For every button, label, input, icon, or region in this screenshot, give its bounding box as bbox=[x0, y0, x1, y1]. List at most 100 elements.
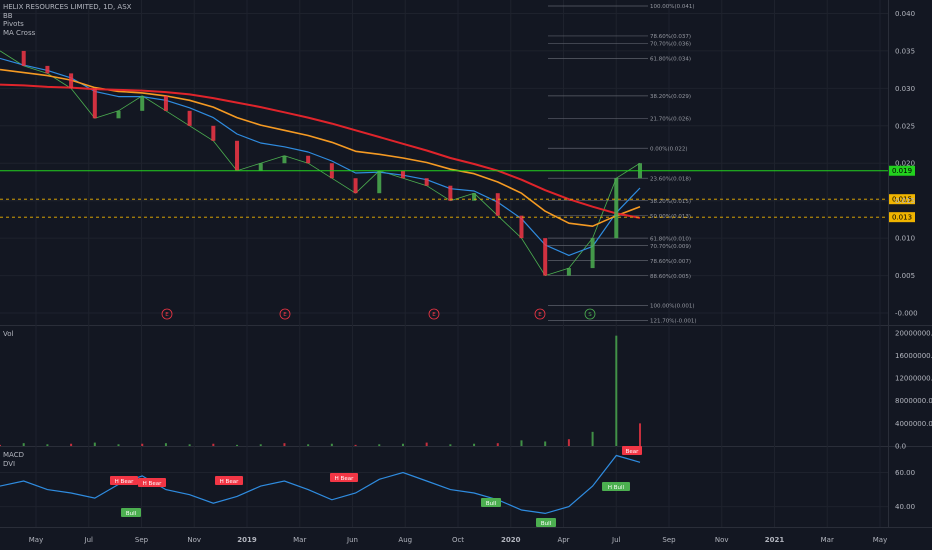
price-tick-label: -0.000 bbox=[895, 310, 918, 318]
divergence-badge bbox=[121, 508, 141, 517]
price-tick-label: 0.020 bbox=[895, 160, 915, 168]
axes: May Jul Sep Nov 2019 Mar Jun Aug Oct 2020 Apr Jul Se… bbox=[29, 10, 932, 544]
divergence-badge-label: H Bear bbox=[115, 479, 134, 485]
time-tick-label: Jul bbox=[84, 536, 94, 544]
volume-bar bbox=[212, 443, 215, 446]
volume-legend: Vol bbox=[3, 330, 13, 339]
price-candle bbox=[424, 178, 429, 186]
macd-tick-label: 40.00 bbox=[895, 503, 915, 511]
price-tick-label: 0.040 bbox=[895, 10, 915, 18]
divergence-badges: H Bear H Bear H Bear H Bear Bull Bull Bull H Bu… bbox=[110, 446, 642, 527]
fib-level-label: 78.60%(0.037) bbox=[650, 34, 691, 40]
event-marker-label: E bbox=[283, 312, 287, 318]
volume-bar bbox=[236, 444, 239, 446]
price-candle bbox=[21, 50, 26, 66]
price-candle bbox=[235, 140, 240, 171]
time-tick-label: May bbox=[29, 536, 43, 544]
fib-level-label: 88.60%(0.005) bbox=[650, 274, 691, 280]
time-tick-label: Aug bbox=[398, 536, 412, 544]
fib-level-label: 0.00%(0.022) bbox=[650, 146, 688, 152]
event-marker-label: S bbox=[588, 312, 592, 318]
time-tick-label: Mar bbox=[821, 536, 834, 544]
price-candle bbox=[566, 268, 571, 276]
volume-bar bbox=[425, 442, 428, 446]
event-marker bbox=[428, 308, 440, 320]
volume-bar bbox=[330, 443, 333, 446]
indicator-pivots[interactable]: Pivots bbox=[3, 20, 24, 29]
volume-bar bbox=[496, 443, 499, 446]
price-tick-label: 0.035 bbox=[895, 47, 915, 55]
divergence-badge bbox=[330, 473, 358, 482]
price-candle bbox=[306, 155, 311, 164]
fib-level-label: 61.80%(0.034) bbox=[650, 57, 691, 63]
price-levels: 0.019 0.015 0.013 bbox=[0, 165, 915, 223]
price-candle bbox=[69, 73, 74, 89]
time-tick-label: Jun bbox=[346, 536, 358, 544]
volume-bar bbox=[473, 443, 476, 446]
price-candle bbox=[258, 163, 263, 171]
price-candle bbox=[211, 125, 216, 141]
volume-bar bbox=[307, 444, 310, 446]
divergence-badge-label: H Bear bbox=[143, 481, 162, 487]
divergence-badge bbox=[110, 476, 138, 485]
volume-bar bbox=[70, 443, 73, 446]
divergence-badge-label: Bull bbox=[541, 521, 552, 527]
price-candle bbox=[448, 185, 453, 201]
symbol-title[interactable]: HELIX RESOURCES LIMITED, 1D, ASX bbox=[3, 3, 132, 11]
time-tick-label: Apr bbox=[557, 536, 569, 544]
volume-tick-label: 8000000.0 bbox=[895, 397, 932, 405]
volume-tick-label: 4000000.0 bbox=[895, 420, 932, 428]
event-marker bbox=[534, 308, 546, 320]
volume-bar bbox=[188, 444, 191, 446]
divergence-badge-label: H Bear bbox=[335, 476, 354, 482]
fib-level-label: 61.80%(0.010) bbox=[650, 236, 691, 242]
time-tick-label: Sep bbox=[135, 536, 149, 544]
volume-bar bbox=[164, 443, 167, 446]
price-candle bbox=[543, 238, 548, 276]
time-tick-label: Oct bbox=[452, 536, 464, 544]
event-marker bbox=[279, 308, 291, 320]
divergence-badge bbox=[536, 518, 556, 527]
time-tick-label: 2019 bbox=[237, 536, 257, 544]
current-price-tag bbox=[889, 165, 915, 176]
level-label: 0.015 bbox=[892, 196, 912, 204]
event-marker-label: E bbox=[538, 312, 542, 318]
main-legend: HELIX RESOURCES LIMITED, 1D, ASX BB Pivo… bbox=[3, 3, 131, 37]
time-tick-label: Sep bbox=[662, 536, 676, 544]
price-candle bbox=[614, 178, 619, 239]
price-candle bbox=[472, 193, 477, 201]
divergence-badge-label: Bull bbox=[486, 501, 497, 507]
indicator-bb[interactable]: BB bbox=[3, 11, 13, 20]
price-candle bbox=[400, 170, 405, 179]
volume-bar bbox=[0, 444, 1, 446]
fib-level-label: 38.20%(0.015) bbox=[650, 199, 691, 205]
volume-bar bbox=[544, 441, 547, 446]
price-candle bbox=[92, 88, 97, 119]
dvi-label[interactable]: DVI bbox=[3, 459, 16, 468]
macd-label[interactable]: MACD bbox=[3, 451, 24, 459]
price-candle bbox=[187, 110, 192, 126]
volume-label[interactable]: Vol bbox=[3, 330, 14, 338]
fib-level-label: 38.20%(0.029) bbox=[650, 94, 691, 100]
volume-tick-label: 16000000.0 bbox=[895, 352, 932, 360]
volume-bar bbox=[46, 444, 49, 446]
indicator-ma-cross[interactable]: MA Cross bbox=[3, 28, 36, 37]
event-marker bbox=[161, 308, 173, 320]
price-candle bbox=[495, 193, 500, 216]
macd-lines bbox=[0, 454, 641, 515]
volume-bar bbox=[93, 442, 96, 446]
event-marker-label: E bbox=[165, 312, 169, 318]
price-candle bbox=[140, 95, 145, 111]
price-candle bbox=[163, 95, 168, 111]
volume-bar bbox=[378, 444, 381, 446]
fib-level-label: 23.60%(0.018) bbox=[650, 176, 691, 182]
volume-tick-label: 0.0 bbox=[895, 443, 906, 451]
fib-level-label: 50.00%(0.013) bbox=[650, 214, 691, 220]
price-candle bbox=[590, 238, 595, 269]
volume-bar bbox=[401, 443, 404, 446]
divergence-badge bbox=[138, 478, 166, 487]
divergence-badge-label: Bull bbox=[126, 511, 137, 517]
